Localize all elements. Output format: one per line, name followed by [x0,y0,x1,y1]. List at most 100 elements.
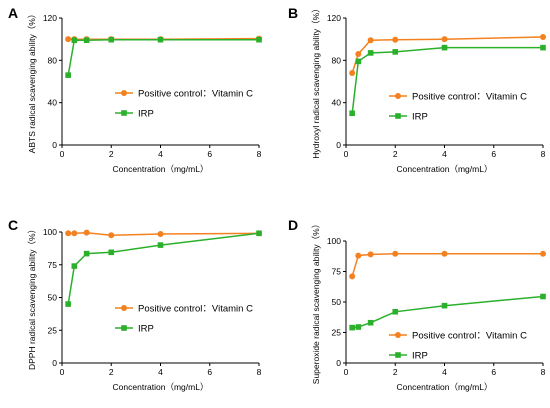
x-tick-label-a: 0 [60,149,65,159]
y-tick-label-b: 0 [336,140,341,150]
data-point-irp-c [157,242,164,248]
x-tick-label-c: 6 [207,367,212,377]
series-line-irp-d [352,295,544,329]
y-tick-label-a: 120 [43,13,57,23]
x-tick-label-d: 2 [393,367,398,377]
data-point-vitamin-c-c [108,232,115,239]
data-point-irp-b [349,110,355,117]
data-point-vitamin-c-c [65,230,72,237]
y-tick-label-c: 75 [48,260,58,270]
legend-label-irp-b: IRP [412,112,428,123]
data-point-irp-a [256,36,262,43]
data-point-vitamin-c-d [392,250,399,257]
x-tick-label-d: 8 [541,367,546,377]
series-line-irp-b [351,46,543,114]
x-tick-label-c: 4 [158,367,163,377]
data-point-irp-a [157,36,164,43]
data-point-vitamin-c-d [349,273,356,280]
data-point-vitamin-c-c [83,229,90,236]
data-point-vitamin-c-a [65,36,72,43]
data-point-vitamin-c-d [540,250,546,257]
legend-marker-vitamin-c-a [121,90,127,96]
y-tick-label-d: 25 [332,328,342,338]
x-tick-label-b: 8 [541,149,546,159]
data-point-irp-b [540,44,546,51]
y-tick-label-c: 50 [48,293,58,303]
legend-label-vitamin-c-b: Positive control：Vitamin C [412,92,527,103]
panel-letter-d: D [288,217,298,233]
x-tick-label-a: 6 [207,149,212,159]
data-point-vitamin-c-c [157,230,164,237]
y-tick-label-c: 25 [48,325,58,335]
y-tick-label-d: 75 [332,267,342,277]
legend-marker-irp-b [395,113,401,119]
data-point-irp-d [349,324,355,331]
x-tick-label-d: 4 [442,367,447,377]
x-axis-label-c: Concentration（mg/mL） [113,382,209,392]
y-tick-label-a: 40 [48,98,58,108]
data-point-vitamin-c-b [367,37,374,44]
y-tick-label-d: 50 [332,297,342,307]
data-point-irp-d [540,293,546,300]
data-point-irp-c [83,250,90,257]
legend-marker-vitamin-c-d [395,332,401,338]
data-point-irp-c [108,249,115,256]
data-point-irp-c [71,263,78,269]
data-point-irp-d [441,302,448,309]
legend-marker-vitamin-c-c [121,305,127,311]
data-point-vitamin-c-c [71,230,78,237]
legend-label-irp-a: IRP [138,109,154,120]
panel-letter-a: A [8,5,18,21]
legend-b: Positive control：Vitamin C IRP [389,92,527,123]
y-tick-label-d: 0 [336,358,341,368]
series-line-vitamin-c-c [68,231,260,237]
panel-letter-c: C [8,217,18,233]
data-point-irp-b [355,58,362,65]
legend-label-vitamin-c-c: Positive control：Vitamin C [138,304,253,315]
legend-marker-irp-c [121,325,127,331]
data-point-irp-c [65,301,71,307]
series-line-irp-c [67,232,260,305]
data-point-vitamin-c-b [392,36,399,43]
data-point-vitamin-c-b [349,70,356,77]
x-tick-label-b: 6 [491,149,496,159]
data-point-irp-b [441,44,448,51]
series-line-irp-a [67,38,259,76]
panel-b: B0 2 4 6 804080120Concentration（mg/mL）Hydrox… [288,4,546,174]
legend-marker-vitamin-c-b [395,93,401,99]
data-point-vitamin-c-b [441,36,448,43]
x-tick-label-b: 4 [442,149,447,159]
series-line-vitamin-c-b [351,36,544,74]
data-point-vitamin-c-b [540,34,546,41]
x-tick-label-d: 0 [344,367,349,377]
series-line-vitamin-c-d [351,253,543,277]
x-tick-label-c: 8 [257,367,262,377]
data-point-irp-a [83,37,90,44]
data-point-irp-a [65,72,71,78]
x-tick-label-a: 4 [158,149,163,159]
y-axis-label-b: Hydroxyl radical scavenging ability（%） [311,4,321,158]
x-tick-label-c: 0 [60,367,65,377]
x-tick-label-a: 8 [257,149,262,159]
data-point-irp-d [355,324,362,330]
legend-a: Positive control：Vitamin C IRP [115,89,253,120]
legend-label-vitamin-c-d: Positive control：Vitamin C [412,331,527,342]
x-tick-label-b: 2 [393,149,398,159]
panel-letter-b: B [288,5,298,21]
data-point-irp-d [392,308,399,315]
legend-c: Positive control：Vitamin C IRP [115,304,253,335]
data-point-irp-a [108,36,115,43]
y-axis-label-d: Superoxide radical scavenging ability（%） [311,220,321,384]
y-tick-label-d: 100 [327,236,341,246]
legend-d: Positive control：Vitamin C IRP [389,331,527,362]
data-point-irp-a [71,37,78,44]
data-point-vitamin-c-d [367,251,374,258]
legend-label-vitamin-c-a: Positive control：Vitamin C [138,89,253,100]
y-tick-label-b: 40 [332,98,342,108]
legend-label-irp-c: IRP [138,324,154,335]
panel-d: D 0 2 4 6 8 0 25 50 75 100 Concentration（mg/mL） Supe… [288,217,546,392]
legend-label-irp-d: IRP [412,351,428,362]
legend-marker-irp-d [395,352,401,358]
